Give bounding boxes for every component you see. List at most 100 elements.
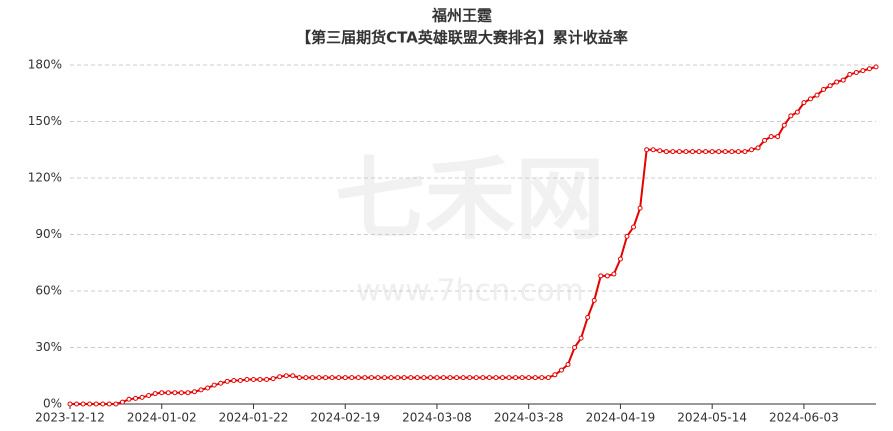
point: [794, 109, 800, 115]
point: [355, 375, 361, 381]
point: [834, 79, 840, 85]
point: [565, 361, 571, 367]
point: [552, 372, 558, 378]
point: [873, 64, 879, 70]
point: [853, 70, 859, 76]
point: [598, 273, 604, 279]
point: [296, 375, 302, 381]
point: [257, 377, 263, 383]
point: [526, 375, 532, 381]
point: [80, 401, 86, 407]
point: [788, 113, 794, 119]
point: [152, 391, 158, 397]
point: [578, 335, 584, 341]
point: [742, 149, 748, 155]
y-tick-label: 90%: [35, 227, 62, 241]
point: [264, 377, 270, 383]
point: [382, 375, 388, 381]
point: [499, 375, 505, 381]
point: [644, 147, 650, 153]
point: [722, 149, 728, 155]
point: [205, 385, 211, 391]
point: [165, 390, 171, 396]
point: [775, 134, 781, 140]
point: [427, 375, 433, 381]
point: [840, 77, 846, 83]
point: [748, 147, 754, 153]
x-tick-label: 2024-03-28: [494, 411, 564, 425]
point: [250, 377, 256, 383]
point: [866, 66, 872, 72]
point: [113, 401, 119, 407]
point: [303, 375, 309, 381]
point: [539, 375, 545, 381]
point: [133, 395, 139, 401]
point: [146, 393, 152, 399]
point: [690, 149, 696, 155]
point: [342, 375, 348, 381]
point: [480, 375, 486, 381]
point: [532, 375, 538, 381]
point: [762, 137, 768, 143]
point: [821, 86, 827, 92]
point: [178, 390, 184, 396]
point: [729, 149, 735, 155]
y-tick-label: 60%: [35, 284, 62, 298]
point: [683, 149, 689, 155]
y-tick-label: 0%: [43, 397, 62, 411]
point: [781, 122, 787, 128]
point: [434, 375, 440, 381]
point: [735, 149, 741, 155]
point: [814, 92, 820, 98]
point: [316, 375, 322, 381]
point: [277, 374, 283, 380]
point: [349, 375, 355, 381]
chart-subtitle: 【第三届期货CTA英雄联盟大赛排名】累计收益率: [296, 29, 628, 47]
point: [159, 390, 165, 396]
point: [309, 375, 315, 381]
point: [362, 375, 368, 381]
point: [237, 377, 243, 383]
point: [454, 375, 460, 381]
point: [827, 83, 833, 89]
point: [388, 375, 394, 381]
point: [637, 205, 643, 211]
point: [663, 149, 669, 155]
point: [558, 367, 564, 373]
point: [611, 271, 617, 277]
point: [755, 145, 761, 151]
point: [172, 390, 178, 396]
point: [67, 401, 73, 407]
point: [395, 375, 401, 381]
point: [290, 373, 296, 379]
point: [657, 148, 663, 154]
x-tick-label: 2024-04-19: [586, 411, 656, 425]
point: [709, 149, 715, 155]
point: [323, 375, 329, 381]
x-tick-label: 2024-05-14: [677, 411, 747, 425]
point: [106, 401, 112, 407]
point: [185, 390, 191, 396]
point: [467, 375, 473, 381]
point: [807, 96, 813, 102]
chart-title: 福州王霆: [431, 7, 492, 25]
point: [703, 149, 709, 155]
point: [368, 375, 374, 381]
point: [375, 375, 381, 381]
x-tick-label: 2024-01-22: [219, 411, 289, 425]
point: [87, 401, 93, 407]
point: [231, 377, 237, 383]
point: [414, 375, 420, 381]
x-tick-label: 2024-03-08: [402, 411, 472, 425]
point: [768, 134, 774, 140]
y-tick-label: 120%: [28, 171, 62, 185]
x-tick-label: 2024-01-02: [127, 411, 197, 425]
point: [93, 401, 99, 407]
point: [847, 71, 853, 77]
point: [624, 233, 630, 239]
point: [650, 147, 656, 153]
point: [244, 377, 250, 383]
point: [486, 375, 492, 381]
point: [617, 256, 623, 262]
